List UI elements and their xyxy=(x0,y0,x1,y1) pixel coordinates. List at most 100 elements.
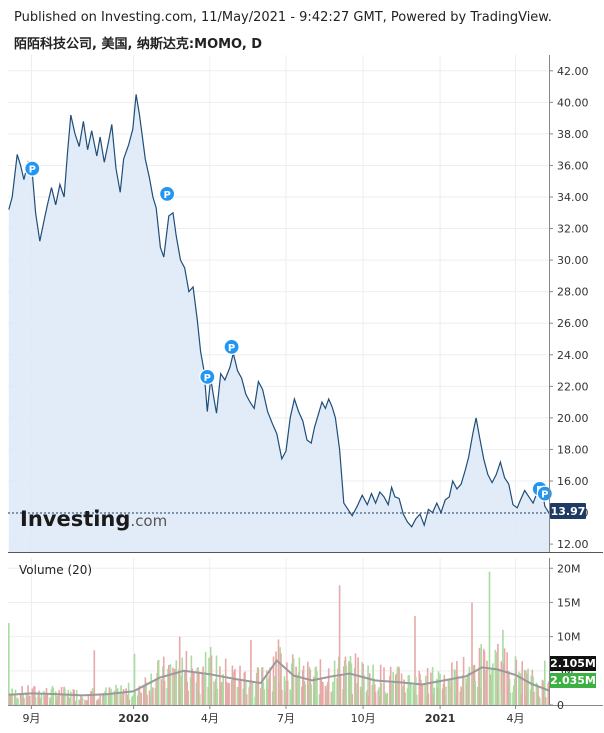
volume-bar xyxy=(471,602,473,705)
volume-tick-label: 0 xyxy=(557,699,564,712)
volume-bar xyxy=(178,669,180,705)
volume-bar xyxy=(285,680,287,705)
volume-bar xyxy=(414,616,416,705)
volume-bar xyxy=(327,668,330,705)
volume-bar xyxy=(331,691,333,705)
volume-bar xyxy=(372,664,374,705)
volume-bar xyxy=(163,680,166,705)
volume-bar xyxy=(281,690,283,705)
price-tick-label: 32.00 xyxy=(557,223,589,236)
volume-bar xyxy=(278,682,281,705)
volume-bar xyxy=(326,684,328,705)
volume-bar xyxy=(14,689,17,705)
volume-bar xyxy=(75,701,77,705)
volume-bar xyxy=(467,672,470,705)
time-tick-label: 2020 xyxy=(118,712,149,725)
price-tick-label: 42.00 xyxy=(557,65,589,78)
volume-bar xyxy=(500,661,503,705)
volume-bar xyxy=(291,654,294,705)
volume-bar xyxy=(137,689,140,705)
last-volume-tag-text: 2.035M xyxy=(550,674,596,687)
volume-bar xyxy=(298,657,301,705)
volume-axis-line xyxy=(549,558,550,705)
volume-bar xyxy=(81,697,84,705)
volume-bar xyxy=(296,689,298,705)
volume-bar xyxy=(151,695,153,705)
volume-bar xyxy=(263,689,266,705)
volume-bar xyxy=(496,681,498,705)
volume-bar xyxy=(115,684,117,705)
volume-bar xyxy=(383,667,385,705)
volume-bar xyxy=(474,680,477,705)
volume-bar xyxy=(491,668,493,705)
time-tick-label: 7月 xyxy=(277,712,295,725)
volume-bar xyxy=(400,673,403,705)
volume-bar xyxy=(105,687,107,705)
volume-bar xyxy=(450,678,452,705)
volume-bar xyxy=(11,688,13,705)
volume-bar xyxy=(462,656,465,705)
volume-bar xyxy=(280,653,282,705)
volume-bar xyxy=(292,658,295,705)
time-tick-label: 4月 xyxy=(507,712,525,725)
volume-bar xyxy=(238,680,240,705)
volume-bar xyxy=(93,650,96,705)
time-axis-line xyxy=(8,705,603,706)
volume-bar xyxy=(365,692,368,705)
volume-bar xyxy=(92,692,95,705)
volume-bar xyxy=(501,692,503,705)
watermark-text: Investing.com xyxy=(20,507,167,531)
volume-bar xyxy=(419,673,421,705)
volume-bar xyxy=(349,655,352,705)
volume-bar xyxy=(224,658,227,705)
volume-bar xyxy=(257,668,260,705)
volume-bar xyxy=(354,653,357,705)
volume-bar xyxy=(111,692,113,705)
volume-bar xyxy=(479,688,482,705)
volume-bar xyxy=(544,660,546,705)
volume-bar xyxy=(175,660,178,705)
volume-bar xyxy=(332,681,334,705)
volume-bar xyxy=(410,682,412,705)
price-tick-label: 30.00 xyxy=(557,254,589,267)
price-tick-label: 36.00 xyxy=(557,159,589,172)
volume-bar xyxy=(72,689,75,705)
volume-bar xyxy=(22,694,24,705)
event-badge xyxy=(536,485,553,502)
volume-bar xyxy=(456,675,459,705)
volume-bar xyxy=(521,661,523,705)
volume-bar xyxy=(32,695,34,705)
volume-bar xyxy=(369,673,371,705)
volume-bar xyxy=(425,696,428,705)
volume-bar xyxy=(503,648,506,705)
last-volume-tag: 2.035M xyxy=(550,673,596,688)
volume-bar xyxy=(314,667,317,705)
price-tick-label: 38.00 xyxy=(557,128,589,141)
volume-ma-line xyxy=(8,659,550,697)
volume-bar xyxy=(348,661,350,705)
volume-bar xyxy=(486,660,488,705)
volume-bar xyxy=(395,673,398,705)
volume-bar xyxy=(44,695,46,705)
volume-bar xyxy=(213,681,215,705)
volume-bar xyxy=(125,688,127,705)
volume-bar xyxy=(166,688,168,705)
volume-bar xyxy=(50,689,53,705)
volume-bar xyxy=(271,691,274,705)
volume-bar xyxy=(184,672,187,705)
volume-bar xyxy=(468,666,471,705)
volume-bar xyxy=(75,690,78,705)
volume-bar xyxy=(191,668,193,705)
volume-bar xyxy=(304,684,307,705)
volume-bar xyxy=(116,690,118,705)
volume-bar xyxy=(437,671,440,705)
volume-bar xyxy=(277,639,280,705)
price-tick-label: 16.00 xyxy=(557,475,589,488)
volume-bar xyxy=(318,694,321,705)
volume-bar xyxy=(249,681,251,705)
volume-bar xyxy=(121,699,123,705)
volume-bar xyxy=(368,695,370,705)
volume-bar xyxy=(415,676,417,705)
volume-bar xyxy=(415,694,418,705)
